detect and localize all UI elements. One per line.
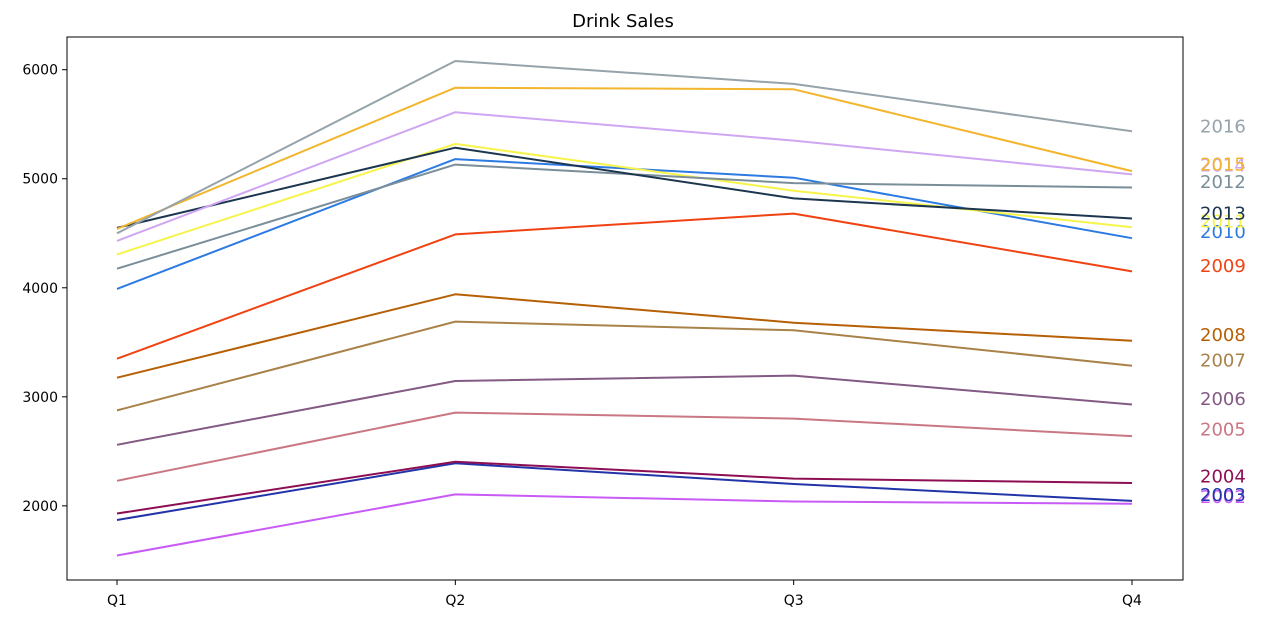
series-line-2014: [116, 111, 1133, 242]
series-line-2005: [116, 411, 1133, 482]
y-tick-label: 4000: [22, 281, 58, 297]
series-lines: [116, 60, 1133, 557]
series-label-2011: 2011: [1200, 211, 1246, 232]
series-line-2006: [116, 374, 1133, 446]
series-label-2013: 2013: [1200, 204, 1246, 225]
series-label-2016: 2016: [1200, 116, 1246, 137]
series-label-2009: 2009: [1200, 256, 1246, 277]
series-label-2010: 2010: [1200, 222, 1246, 243]
series-line-2009: [116, 212, 1133, 360]
y-tick-label: 6000: [22, 63, 58, 79]
series-label-2002: 2002: [1200, 487, 1246, 508]
series-label-2015: 2015: [1200, 155, 1246, 176]
series-line-2012: [116, 163, 1133, 270]
y-tick-label: 5000: [22, 172, 58, 188]
series-line-2008: [116, 293, 1133, 379]
series-line-2002: [116, 493, 1133, 557]
series-line-2004: [116, 460, 1133, 515]
series-label-2006: 2006: [1200, 389, 1246, 410]
series-line-2015: [116, 86, 1133, 230]
y-tick-label: 2000: [22, 499, 58, 515]
chart-title: Drink Sales: [572, 11, 674, 32]
series-line-2016: [116, 60, 1133, 235]
series-label-2014: 2014: [1200, 156, 1246, 177]
x-tick-label: Q3: [784, 593, 804, 609]
series-line-2007: [116, 320, 1133, 412]
series-label-2005: 2005: [1200, 420, 1246, 441]
series-label-2012: 2012: [1200, 172, 1246, 193]
series-label-2008: 2008: [1200, 325, 1246, 346]
series-label-2003: 2003: [1200, 485, 1246, 506]
x-tick-label: Q1: [107, 593, 127, 609]
x-tick-label: Q4: [1122, 593, 1142, 609]
x-tick-label: Q2: [445, 593, 465, 609]
y-tick-label: 3000: [22, 390, 58, 406]
series-label-2004: 2004: [1200, 466, 1246, 487]
series-line-2011: [116, 142, 1133, 256]
plot-frame: [66, 36, 1184, 581]
series-line-2013: [116, 146, 1133, 229]
series-label-2007: 2007: [1200, 350, 1246, 371]
series-line-2003: [116, 462, 1133, 521]
axis-ticks: Q1 Q2 Q3 Q4 2000 3000 4000 5000 6000: [22, 63, 1142, 609]
